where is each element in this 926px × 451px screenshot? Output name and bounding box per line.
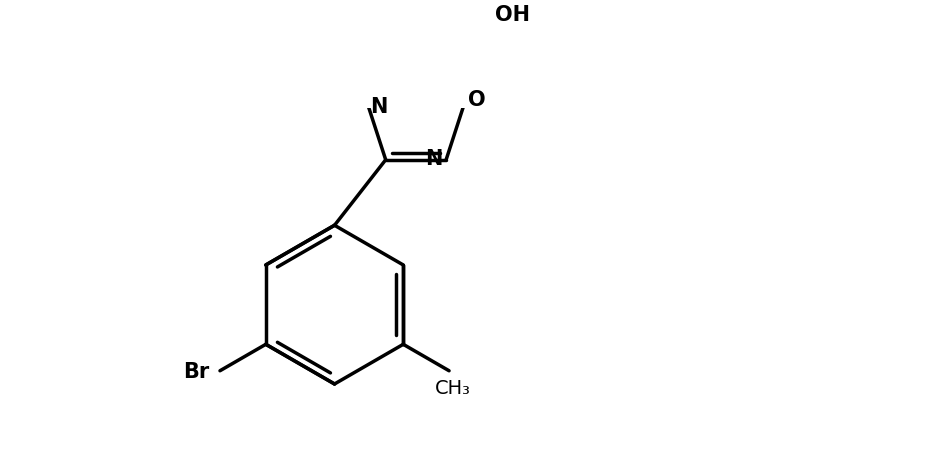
Text: OH: OH (495, 5, 530, 25)
Text: O: O (468, 89, 486, 109)
Text: N: N (370, 97, 388, 117)
Text: CH₃: CH₃ (435, 378, 470, 397)
Text: N: N (425, 149, 443, 169)
Text: Br: Br (182, 361, 209, 381)
